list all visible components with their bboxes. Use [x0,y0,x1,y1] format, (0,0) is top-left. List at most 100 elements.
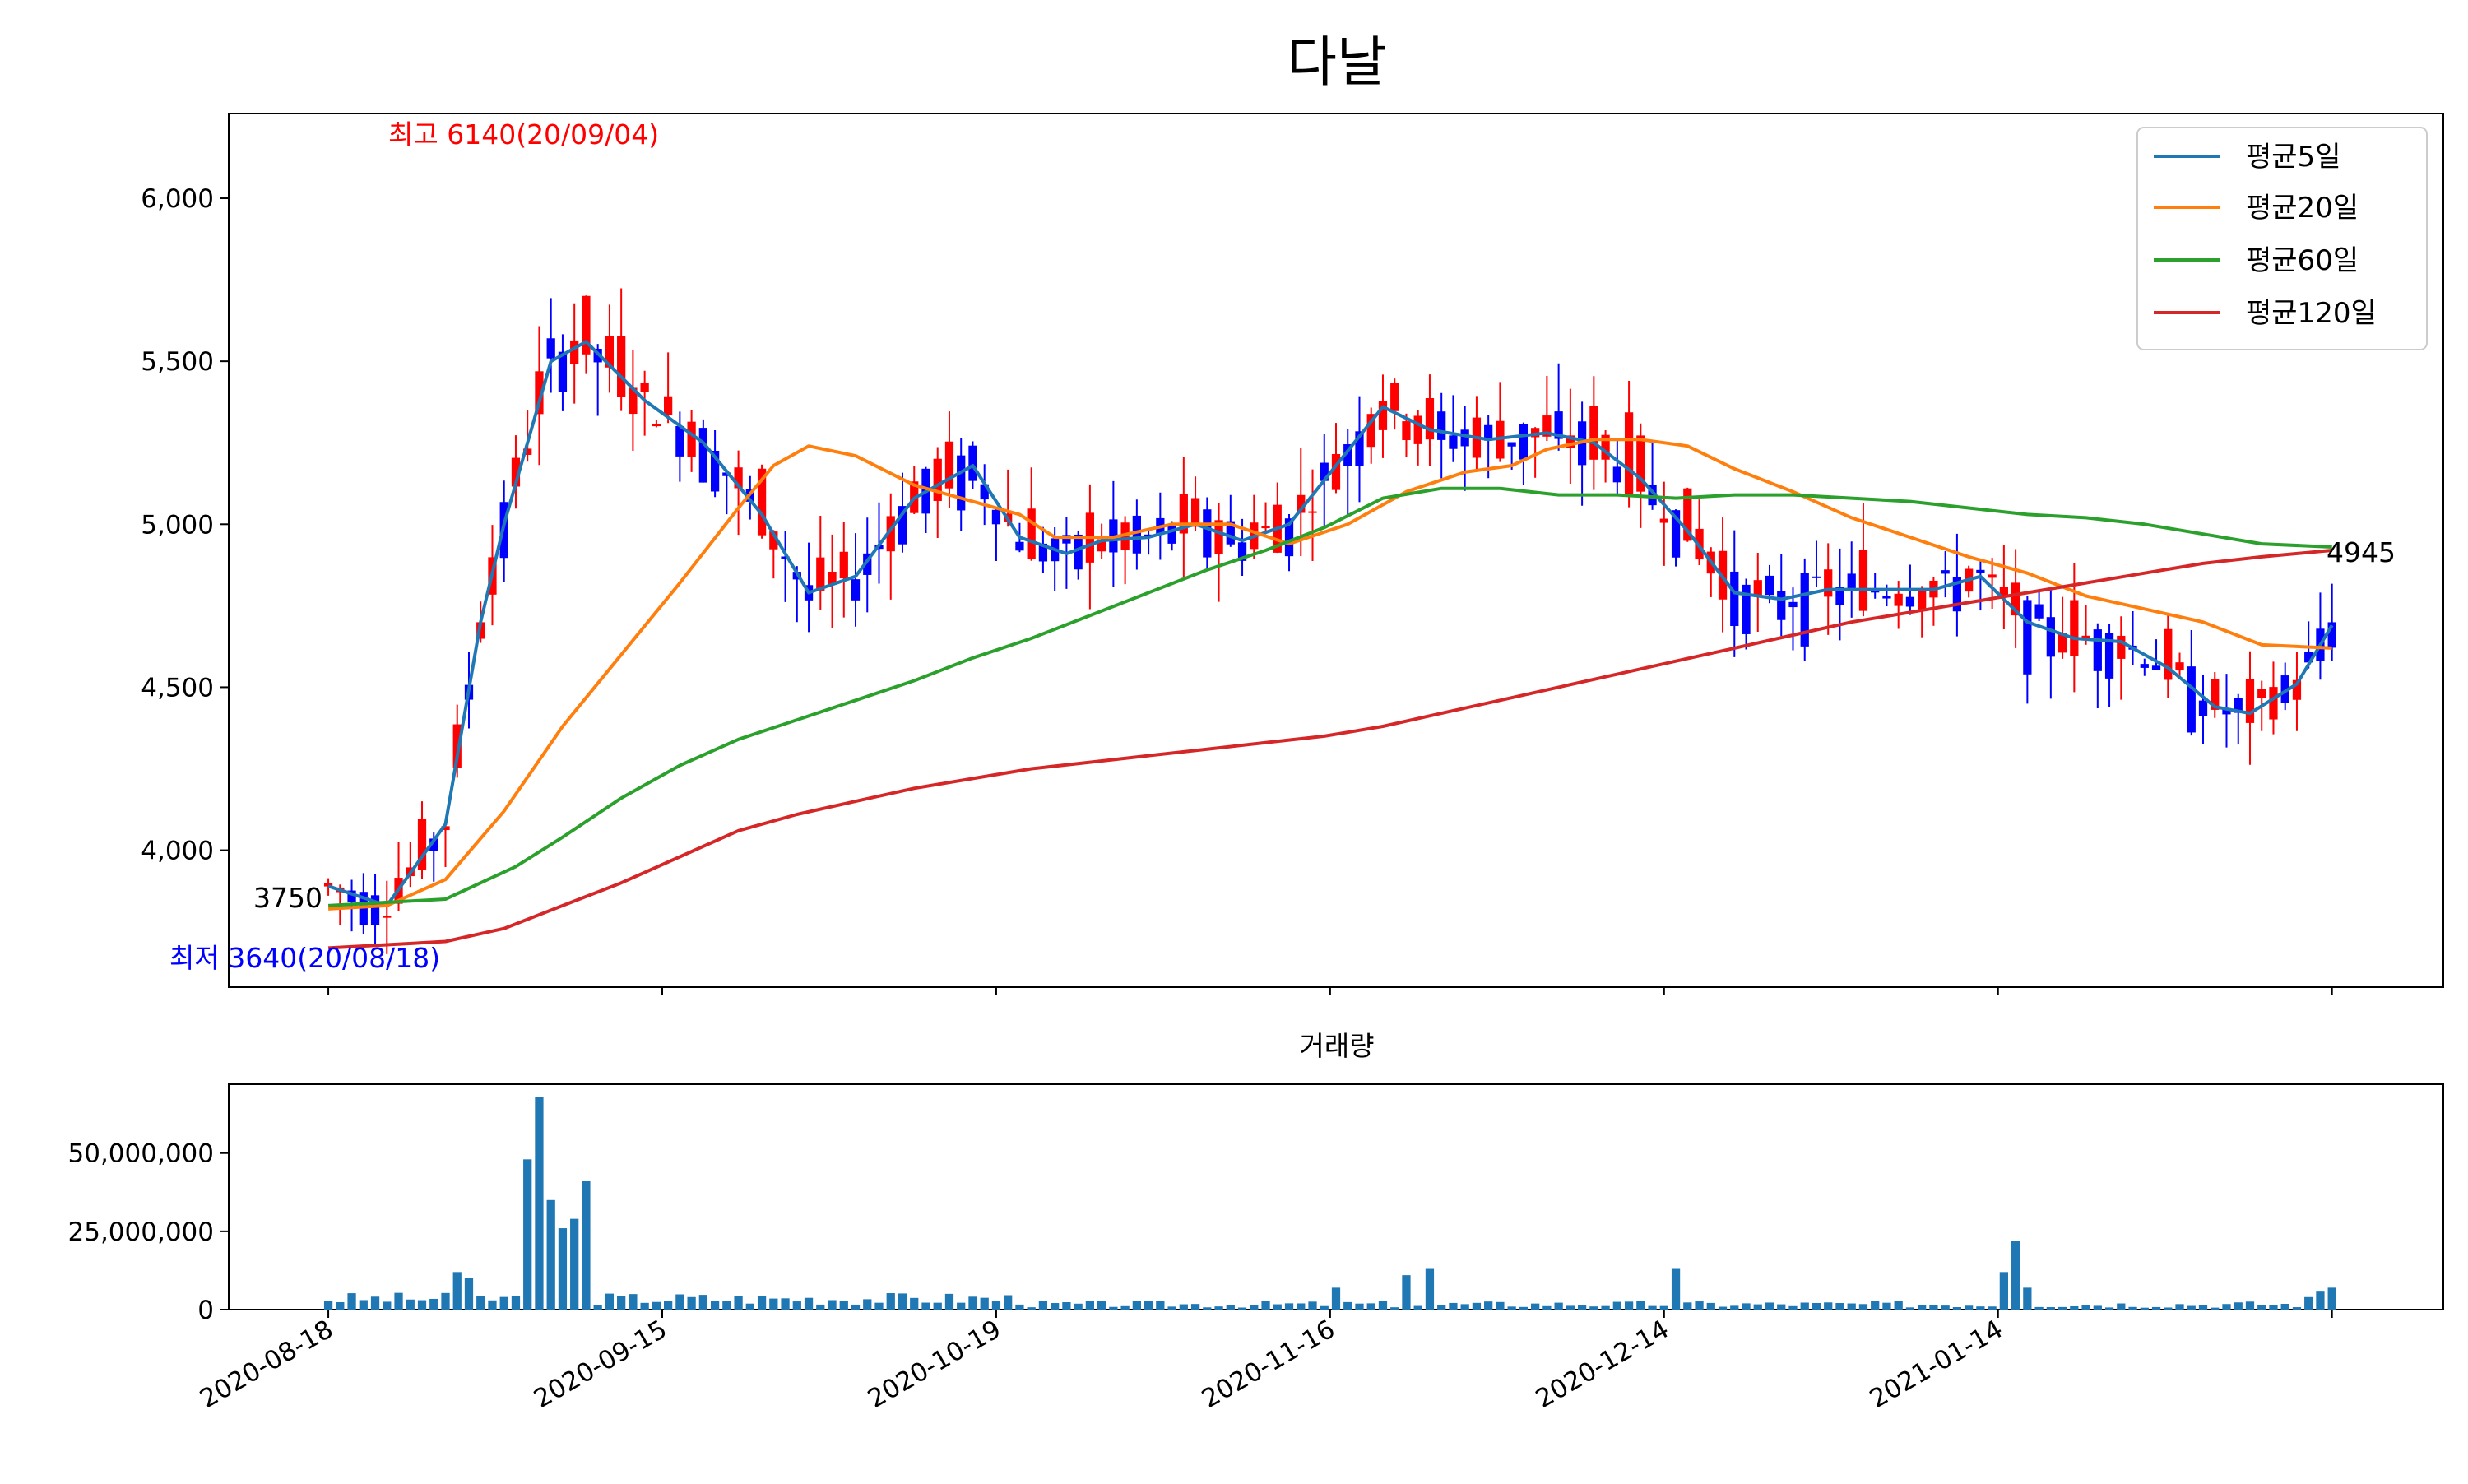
candle-body [1554,411,1563,439]
volume-bar [1894,1301,1903,1310]
volume-bar [535,1097,544,1310]
candle [2151,639,2161,671]
volume-bar [1800,1302,1809,1310]
ma-line-2 [327,486,2332,907]
volume-bar [1847,1303,1856,1310]
candle-body [370,895,380,925]
volume-bar [921,1302,930,1310]
volume-bar [629,1294,638,1310]
volume-bar [745,1303,754,1310]
candle [1214,503,1223,602]
candle [1952,533,1962,637]
candle-body [535,371,544,415]
volume-bar [1038,1301,1048,1310]
volume-bar [1413,1305,1422,1310]
candle [851,533,861,627]
volume-bar [1952,1307,1962,1310]
candle [1413,410,1422,466]
candle-body [1449,435,1458,449]
candle-body [1027,508,1036,560]
candle [734,450,743,536]
candle [2245,651,2255,765]
candle-body [546,338,555,359]
candle-body [1015,541,1024,551]
candle-body [675,426,684,457]
candle [1742,578,1751,650]
price-legend: 평균5일 평균20일 평균60일 평균120일 [2136,127,2428,350]
volume-bar [2316,1291,2325,1310]
candle-body [2023,600,2032,675]
candle [1402,413,1411,457]
candle-body [1343,444,1352,466]
candle-body [1742,584,1751,634]
candle-body [2093,629,2102,671]
volume-bar [1449,1302,1458,1310]
volume-bar [417,1300,427,1310]
candle [605,304,615,393]
candle-body [687,421,696,457]
legend-frame [2136,127,2428,350]
candle [1190,476,1200,531]
candle [383,880,392,954]
candle-body [1320,462,1329,481]
volume-bar [734,1296,743,1310]
volume-bar [2140,1307,2149,1310]
candle-body [1835,587,1844,605]
candle-body [2280,675,2289,703]
ma-line-3 [327,549,2332,950]
candle-body [980,484,989,500]
candle-body [944,441,954,489]
candle-body [1413,415,1422,444]
volume-bar [2070,1305,2079,1310]
volume-bar [1331,1287,1341,1310]
candle-body [1788,601,1798,608]
volume-bar [347,1293,356,1310]
candle [1132,499,1141,570]
candle-body [781,556,790,559]
low-price-annotation: 최저 3640(20/08/18) [169,942,440,974]
volume-bar [1636,1301,1645,1310]
price-plot-frame [228,113,2444,988]
volume-bar [698,1295,707,1310]
volume-bar [2175,1304,2184,1310]
volume-bar [1905,1307,1915,1310]
volume-bar [933,1302,942,1310]
candle [757,464,767,539]
candle-body [1378,401,1388,430]
candle [2175,652,2184,677]
candle [1449,395,1458,462]
candle-body [2034,604,2044,619]
candle-body [2187,666,2196,733]
candle [863,517,872,613]
candle [2292,652,2302,731]
candle [1589,376,1598,490]
volume-bar [816,1304,825,1310]
price-y-tick-label: 5,000 [141,510,214,540]
volume-bar [1437,1305,1446,1310]
volume-bar [2187,1305,2196,1310]
candle [1437,392,1446,479]
candle-body [757,468,767,536]
price-y-tick-label: 5,500 [141,347,214,377]
candle [546,298,555,393]
candle [2057,596,2067,659]
candle-body [2234,698,2243,713]
volume-bar [1097,1301,1106,1310]
volume-bar [1284,1303,1294,1310]
candle [582,295,591,374]
volume-bar [874,1302,884,1310]
candle-body [957,455,966,511]
candle [1425,374,1435,466]
candle-body [1203,509,1212,558]
candle [2011,549,2020,648]
candle-body [2292,679,2302,700]
volume-bars [323,1097,2336,1310]
volume-bar [1460,1304,1469,1310]
candle [2023,596,2032,704]
candle [629,350,638,451]
candle-body [828,571,837,585]
candle-body [1214,520,1223,554]
candle [370,874,380,944]
